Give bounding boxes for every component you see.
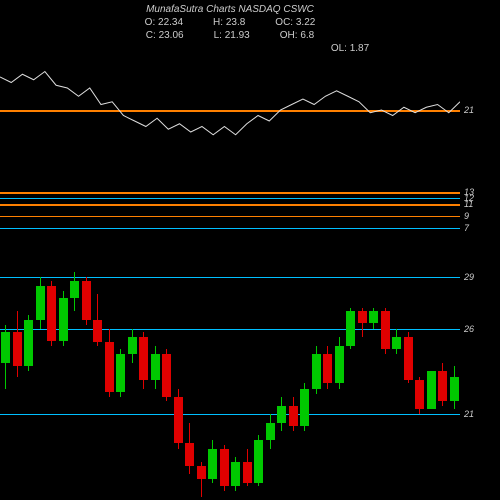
grid-line (0, 277, 460, 278)
candle-down (438, 371, 447, 400)
line-chart (0, 0, 460, 500)
candle-down (13, 332, 22, 366)
grid-line (0, 216, 460, 217)
axis-tick-label: 21 (464, 105, 474, 115)
grid-line (0, 192, 460, 194)
candle-down (47, 286, 56, 341)
candle-down (105, 342, 114, 392)
candle-down (323, 354, 332, 383)
candle-up (346, 311, 355, 345)
candle-down (220, 449, 229, 487)
axis-tick-label: 21 (464, 409, 474, 419)
candle-up (450, 377, 459, 401)
candle-up (59, 298, 68, 341)
candle-up (128, 337, 137, 354)
candle-down (358, 311, 367, 323)
grid-line (0, 204, 460, 206)
candle-up (24, 320, 33, 366)
candle-down (185, 443, 194, 465)
candle-down (139, 337, 148, 380)
candle-down (197, 466, 206, 480)
candle-up (36, 286, 45, 320)
candle-down (404, 337, 413, 380)
candle-up (335, 346, 344, 384)
grid-line (0, 198, 460, 199)
candle-down (381, 311, 390, 349)
chart-root: MunafaSutra Charts NASDAQ CSWC O: 22.34 … (0, 0, 500, 500)
candle-up (266, 423, 275, 440)
candle-up (208, 449, 217, 480)
grid-line (0, 329, 460, 330)
candle-up (392, 337, 401, 349)
candle-up (427, 371, 436, 409)
candle-up (369, 311, 378, 323)
candle-up (116, 354, 125, 392)
candle-up (231, 462, 240, 486)
axis-tick-label: 26 (464, 324, 474, 334)
axis-tick-label: 11 (464, 199, 473, 209)
candle-down (415, 380, 424, 409)
axis-tick-label: 29 (464, 272, 474, 282)
candle-down (243, 462, 252, 483)
candle-down (93, 320, 102, 342)
candle-up (151, 354, 160, 380)
axis-tick-label: 7 (464, 223, 469, 233)
candle-up (277, 406, 286, 423)
candle-up (254, 440, 263, 483)
candle-down (82, 281, 91, 320)
candle-up (1, 332, 10, 363)
grid-line (0, 414, 460, 415)
candle-down (289, 406, 298, 427)
candle-up (300, 389, 309, 427)
grid-line (0, 228, 460, 229)
axis-tick-label: 9 (464, 211, 469, 221)
candle-down (162, 354, 171, 397)
candle-down (174, 397, 183, 443)
candle-up (70, 281, 79, 298)
candle-up (312, 354, 321, 388)
